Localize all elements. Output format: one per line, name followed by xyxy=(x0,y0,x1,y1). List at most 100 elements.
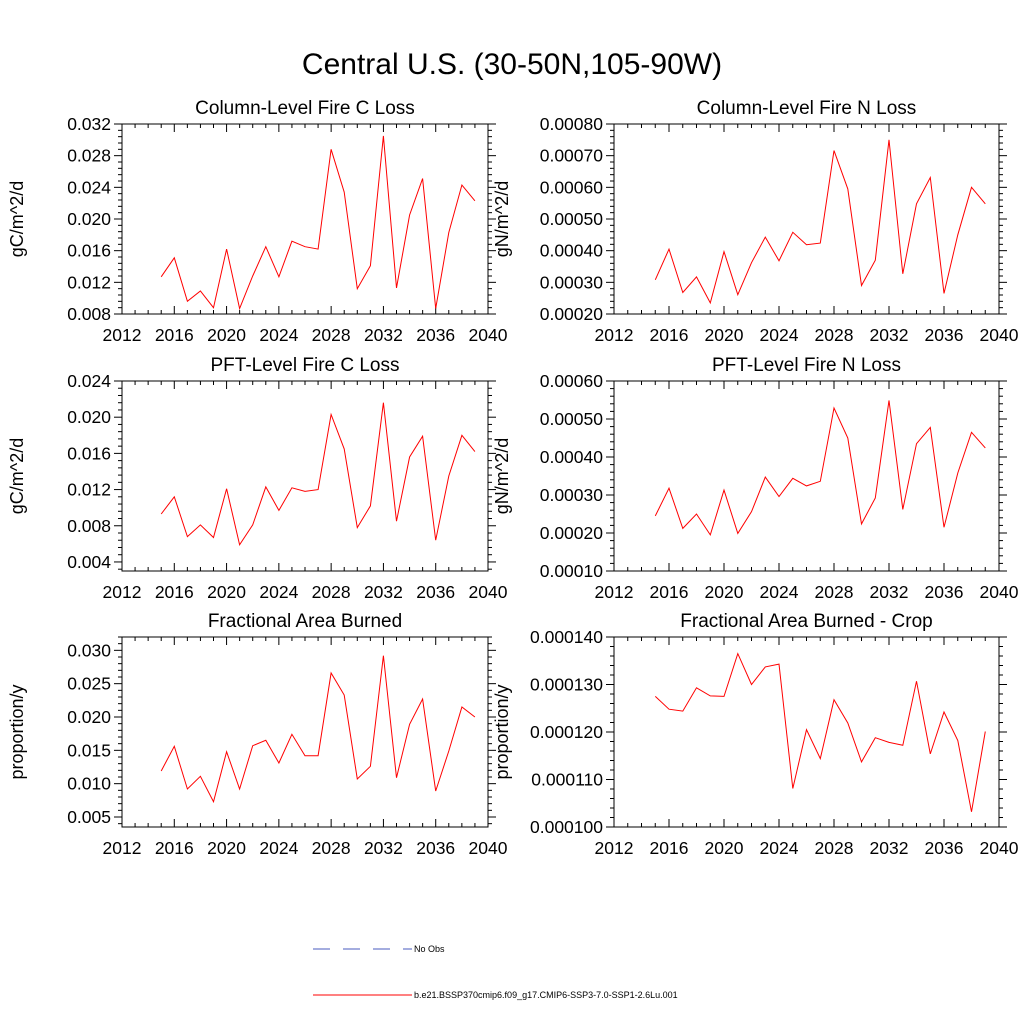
chart-panel-2: Column-Level Fire N Loss 2012 2016 2020 2024… xyxy=(492,98,1019,345)
x-tick-label: 2024 xyxy=(760,325,799,345)
x-tick-label: 2028 xyxy=(815,838,854,858)
x-tick-label: 2020 xyxy=(705,838,744,858)
chart-panel-3: PFT-Level Fire C Loss 2012 2016 2020 2024 202… xyxy=(7,355,508,602)
y-tick-label: 0.00050 xyxy=(540,409,604,429)
x-tick-label: 2012 xyxy=(103,325,142,345)
main-title: Central U.S. (30-50N,105-90W) xyxy=(301,48,723,81)
y-tick-label: 0.032 xyxy=(67,114,111,134)
x-tick-label: 2016 xyxy=(155,838,194,858)
y-tick-label: 0.025 xyxy=(67,674,111,694)
x-tick-label: 2024 xyxy=(760,838,799,858)
series-line xyxy=(160,655,476,804)
y-tick-label: 0.00010 xyxy=(540,561,604,581)
y-tick-label: 0.00020 xyxy=(540,523,604,543)
x-tick-label: 2024 xyxy=(259,838,298,858)
x-tick-label: 2020 xyxy=(207,838,246,858)
y-tick-label: 0.020 xyxy=(67,407,111,427)
x-tick-label: 2032 xyxy=(870,838,909,858)
legend: No Obs b.e21.BSSP370cmip6.f09_g17.CMIP6-S… xyxy=(313,944,678,1000)
x-tick-label: 2012 xyxy=(103,838,142,858)
legend-label-obs: No Obs xyxy=(414,944,445,954)
y-tick-label: 0.028 xyxy=(67,146,111,166)
series-line xyxy=(160,135,476,311)
chart-panel-4: PFT-Level Fire N Loss 2012 2016 2020 2024 202… xyxy=(492,355,1019,602)
y-tick-label: 0.000100 xyxy=(530,817,603,837)
x-tick-label: 2040 xyxy=(469,838,508,858)
x-tick-label: 2036 xyxy=(925,582,964,602)
series-line xyxy=(654,400,986,537)
panel-title: Fractional Area Burned xyxy=(208,611,402,632)
x-tick-label: 2036 xyxy=(416,838,455,858)
y-tick-label: 0.016 xyxy=(67,443,111,463)
y-tick-label: 0.015 xyxy=(67,740,111,760)
x-tick-label: 2012 xyxy=(595,582,634,602)
y-tick-label: 0.00080 xyxy=(540,114,604,134)
series-line xyxy=(160,402,476,547)
x-tick-label: 2028 xyxy=(815,325,854,345)
x-tick-label: 2032 xyxy=(364,325,403,345)
y-tick-label: 0.00030 xyxy=(540,272,604,292)
y-tick-label: 0.010 xyxy=(67,774,111,794)
x-tick-label: 2036 xyxy=(925,325,964,345)
y-tick-label: 0.008 xyxy=(67,516,111,536)
x-tick-label: 2020 xyxy=(705,325,744,345)
y-tick-label: 0.00050 xyxy=(540,209,604,229)
y-tick-label: 0.020 xyxy=(67,209,111,229)
x-tick-label: 2020 xyxy=(705,582,744,602)
y-tick-label: 0.00040 xyxy=(540,447,604,467)
x-tick-label: 2036 xyxy=(416,325,455,345)
y-tick-label: 0.005 xyxy=(67,807,111,827)
y-tick-label: 0.020 xyxy=(67,707,111,727)
y-tick-label: 0.004 xyxy=(67,552,111,572)
x-tick-label: 2032 xyxy=(364,838,403,858)
x-tick-label: 2032 xyxy=(870,325,909,345)
x-tick-label: 2032 xyxy=(364,582,403,602)
y-tick-label: 0.016 xyxy=(67,241,111,261)
x-tick-label: 2032 xyxy=(870,582,909,602)
x-tick-label: 2028 xyxy=(312,838,351,858)
y-tick-label: 0.030 xyxy=(67,640,111,660)
x-tick-label: 2028 xyxy=(815,582,854,602)
x-tick-label: 2012 xyxy=(595,838,634,858)
y-tick-label: 0.024 xyxy=(67,177,111,197)
legend-label-model: b.e21.BSSP370cmip6.f09_g17.CMIP6-SSP3-7.… xyxy=(414,990,678,1000)
y-tick-label: 0.024 xyxy=(67,371,111,391)
x-tick-label: 2016 xyxy=(650,838,689,858)
y-tick-label: 0.000140 xyxy=(530,627,603,647)
x-tick-label: 2012 xyxy=(103,582,142,602)
x-tick-label: 2012 xyxy=(595,325,634,345)
y-tick-label: 0.000130 xyxy=(530,675,603,695)
y-axis-label: gC/m^2/d xyxy=(7,181,27,257)
y-tick-label: 0.00070 xyxy=(540,146,604,166)
y-axis-label: gN/m^2/d xyxy=(492,438,512,514)
panel-title: PFT-Level Fire C Loss xyxy=(211,355,400,376)
panel-title: Column-Level Fire C Loss xyxy=(195,98,415,119)
x-tick-label: 2016 xyxy=(155,582,194,602)
plot-frame xyxy=(613,380,1000,572)
x-tick-label: 2024 xyxy=(259,325,298,345)
x-tick-label: 2020 xyxy=(207,582,246,602)
x-tick-label: 2036 xyxy=(925,838,964,858)
y-tick-label: 0.012 xyxy=(67,272,111,292)
panel-title: PFT-Level Fire N Loss xyxy=(712,355,901,376)
y-axis-label: proportion/y xyxy=(492,684,512,779)
x-tick-label: 2040 xyxy=(980,325,1019,345)
y-tick-label: 0.012 xyxy=(67,480,111,500)
x-tick-label: 2040 xyxy=(469,582,508,602)
x-tick-label: 2028 xyxy=(312,582,351,602)
x-tick-label: 2036 xyxy=(416,582,455,602)
x-tick-label: 2024 xyxy=(760,582,799,602)
chart-panel-5: Fractional Area Burned 2012 2016 2020 2024 20… xyxy=(7,611,508,858)
panel-title: Column-Level Fire N Loss xyxy=(697,98,917,119)
x-tick-label: 2040 xyxy=(469,325,508,345)
plot-frame xyxy=(121,636,489,828)
x-tick-label: 2024 xyxy=(259,582,298,602)
plot-frame xyxy=(121,380,489,572)
x-tick-label: 2016 xyxy=(155,325,194,345)
y-axis-label: gC/m^2/d xyxy=(7,438,27,514)
y-tick-label: 0.00030 xyxy=(540,485,604,505)
y-tick-label: 0.000110 xyxy=(531,770,603,790)
x-tick-label: 2040 xyxy=(980,838,1019,858)
x-tick-label: 2040 xyxy=(980,582,1019,602)
series-line xyxy=(654,652,986,812)
